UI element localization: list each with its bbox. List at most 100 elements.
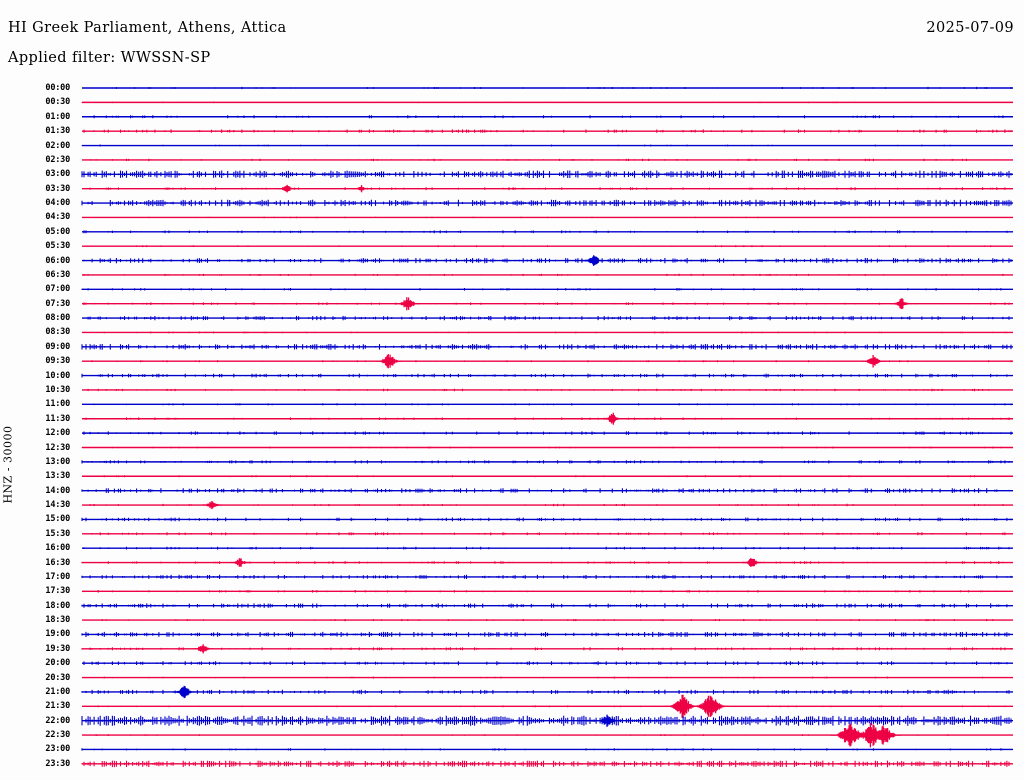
time-axis-tick-label: 20:30 — [45, 672, 70, 683]
time-axis-labels: 00:00 00:30 01:00 01:30 02:00 02:30 03:00 03:30… — [0, 78, 78, 780]
time-axis-tick-label: 01:30 — [45, 126, 70, 137]
time-axis-tick-label: 01:00 — [45, 111, 70, 122]
trace-noise — [83, 129, 1012, 133]
trace-noise — [81, 488, 1010, 494]
trace-noise — [81, 373, 1008, 378]
seismic-event — [352, 185, 370, 193]
time-axis-tick-label: 18:00 — [45, 600, 70, 611]
trace-noise — [83, 431, 1012, 435]
time-axis-tick-label: 23:30 — [45, 758, 70, 769]
helicorder-plot: HNZ - 30000 00:00 00:30 01:00 01:30 02:00 02:… — [0, 78, 1024, 780]
trace-noise — [81, 170, 1012, 178]
time-axis-tick-label: 23:00 — [45, 744, 70, 755]
trace-noise — [81, 517, 1012, 522]
time-axis-tick-label: 17:30 — [45, 586, 70, 597]
seismic-event — [691, 695, 729, 717]
time-axis-tick-label: 20:00 — [45, 658, 70, 669]
trace-noise — [91, 532, 1006, 536]
time-axis-tick-label: 15:00 — [45, 514, 70, 525]
header: HI Greek Parliament, Athens, Attica 2025… — [0, 0, 1024, 78]
time-axis-tick-label: 08:00 — [45, 313, 70, 324]
trace-noise — [81, 689, 1010, 695]
seismic-event — [601, 412, 623, 425]
trace-noise — [81, 760, 1010, 768]
seismic-event — [595, 714, 621, 727]
time-axis-tick-label: 07:30 — [45, 298, 70, 309]
trace-noise — [85, 503, 1004, 507]
time-axis-tick-label: 06:00 — [45, 255, 70, 266]
trace-noise — [83, 661, 1012, 666]
trace-noise — [81, 288, 1002, 291]
trace-noise — [85, 676, 1000, 679]
trace-noise — [81, 631, 1010, 637]
trace-noise — [81, 101, 998, 104]
seismic-event — [861, 355, 885, 368]
time-axis-tick-label: 16:30 — [45, 557, 70, 568]
time-axis-tick-label: 11:00 — [45, 399, 70, 410]
time-axis-tick-label: 19:00 — [45, 629, 70, 640]
applied-filter-label: Applied filter: WWSSN-SP — [8, 50, 211, 66]
trace-noise — [81, 344, 1012, 350]
time-axis-tick-label: 02:00 — [45, 140, 70, 151]
trace-noise — [83, 273, 1004, 276]
trace-noise — [93, 115, 1004, 119]
trace-noise — [87, 315, 1010, 321]
trace-noise — [103, 331, 1008, 334]
time-axis-tick-label: 10:30 — [45, 384, 70, 395]
seismic-event — [375, 354, 403, 369]
trace-noise — [95, 734, 1010, 736]
seismogram-traces — [81, 86, 1013, 768]
time-axis-tick-label: 07:00 — [45, 284, 70, 295]
time-axis-tick-label: 13:00 — [45, 456, 70, 467]
time-axis-tick-label: 14:30 — [45, 500, 70, 511]
time-axis-tick-label: 17:00 — [45, 571, 70, 582]
time-axis-tick-label: 19:30 — [45, 643, 70, 654]
seismic-event — [172, 685, 196, 699]
trace-noise — [109, 86, 1012, 90]
trace-noise — [81, 199, 1012, 207]
seismic-event — [202, 501, 222, 510]
time-axis-tick-label: 11:30 — [45, 413, 70, 424]
time-axis-tick-label: 09:00 — [45, 341, 70, 352]
trace-noise — [83, 360, 1012, 363]
trace-noise — [87, 388, 990, 392]
time-axis-tick-label: 12:30 — [45, 442, 70, 453]
time-axis-tick-label: 18:30 — [45, 615, 70, 626]
trace-noise — [136, 245, 992, 248]
record-date: 2025-07-09 — [926, 20, 1014, 36]
time-axis-tick-label: 05:00 — [45, 226, 70, 237]
time-axis-tick-label: 06:30 — [45, 269, 70, 280]
trace-noise — [81, 460, 1010, 464]
time-axis-tick-label: 04:00 — [45, 198, 70, 209]
time-axis-tick-label: 03:30 — [45, 183, 70, 194]
time-axis-tick-label: 05:30 — [45, 241, 70, 252]
trace-noise — [83, 546, 1010, 550]
seismic-event — [868, 725, 901, 745]
trace-noise — [83, 230, 1008, 234]
time-axis-tick-label: 03:00 — [45, 169, 70, 180]
page-title: HI Greek Parliament, Athens, Attica — [8, 20, 287, 36]
trace-noise — [81, 561, 1004, 564]
time-axis-tick-label: 13:30 — [45, 471, 70, 482]
time-axis-tick-label: 21:00 — [45, 686, 70, 697]
time-axis-tick-label: 15:30 — [45, 528, 70, 539]
time-axis-tick-label: 22:00 — [45, 715, 70, 726]
trace-noise — [81, 647, 1012, 651]
time-axis-tick-label: 00:30 — [45, 97, 70, 108]
time-axis-tick-label: 14:00 — [45, 485, 70, 496]
seismic-event — [192, 644, 213, 654]
time-axis-tick-label: 04:30 — [45, 212, 70, 223]
time-axis-tick-label: 02:30 — [45, 154, 70, 165]
trace-noise — [85, 403, 1012, 406]
trace-noise — [95, 619, 1010, 622]
trace-noise — [81, 144, 1010, 147]
trace-noise — [89, 158, 1010, 162]
trace-noise — [85, 417, 1010, 420]
time-axis-tick-label: 22:30 — [45, 730, 70, 741]
trace-noise — [95, 475, 1008, 478]
trace-noise — [119, 216, 992, 219]
seismic-event — [230, 558, 250, 567]
time-axis-tick-label: 16:00 — [45, 543, 70, 554]
time-axis-tick-label: 12:00 — [45, 428, 70, 439]
time-axis-tick-label: 21:30 — [45, 701, 70, 712]
